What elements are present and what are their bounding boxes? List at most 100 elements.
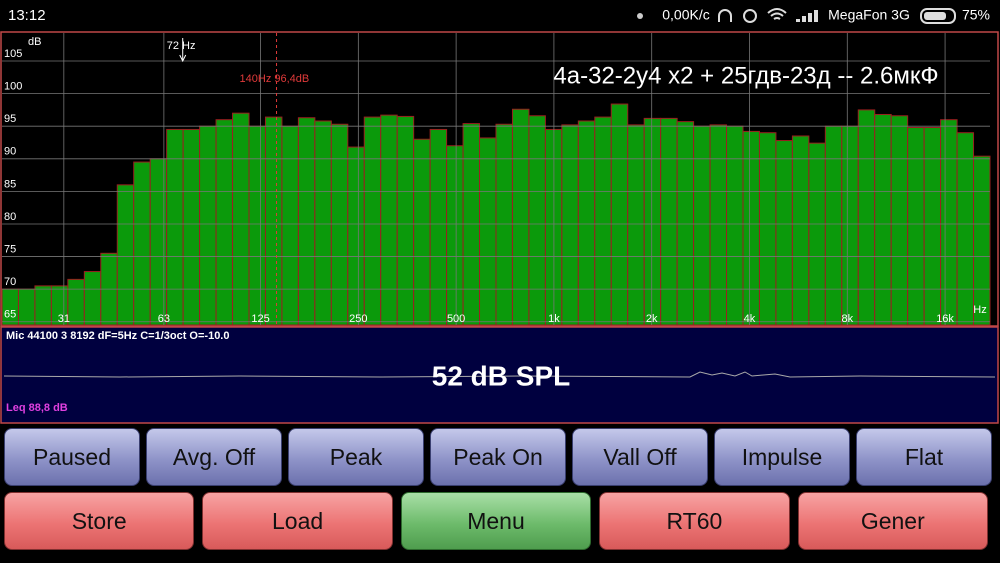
bar bbox=[232, 112, 250, 326]
info-panel bbox=[0, 326, 999, 424]
bar bbox=[479, 137, 497, 326]
battery-level bbox=[924, 12, 946, 20]
display: 13:12 0,00K/c MegaFon 3G 75% 65 70 75 80 85 9… bbox=[0, 0, 1000, 424]
bar bbox=[264, 116, 283, 326]
bar bbox=[330, 123, 349, 326]
bar bbox=[17, 288, 36, 326]
bar bbox=[594, 116, 612, 326]
x-tick-label: 125 bbox=[251, 313, 269, 325]
bar bbox=[363, 116, 382, 326]
bar bbox=[791, 135, 810, 326]
cursor-label: 140Hz 96,4dB bbox=[240, 73, 310, 85]
bar bbox=[396, 115, 415, 326]
bar bbox=[347, 146, 365, 326]
y-tick-label: 65 bbox=[4, 309, 16, 321]
bar bbox=[676, 121, 695, 326]
y-tick-label: 70 bbox=[4, 276, 16, 288]
waveform bbox=[3, 371, 996, 378]
bar bbox=[314, 120, 332, 326]
settings-text: Mic 44100 3 8192 dF=5Hz C=1/3oct O=-10.0 bbox=[6, 330, 230, 342]
headset-icon bbox=[718, 9, 732, 22]
button[interactable]: RT60 bbox=[599, 492, 790, 550]
bar bbox=[116, 184, 135, 326]
marker-arrow bbox=[179, 54, 187, 63]
bar bbox=[34, 285, 52, 326]
button[interactable]: Gener bbox=[797, 492, 988, 550]
x-tick-label: 2k bbox=[646, 313, 658, 325]
x-axis-label: Hz bbox=[973, 304, 986, 316]
bar bbox=[133, 161, 151, 326]
bar bbox=[199, 125, 217, 326]
button[interactable]: Store bbox=[4, 492, 195, 550]
bar bbox=[907, 127, 925, 326]
bar bbox=[577, 120, 596, 326]
carrier: MegaFon 3G bbox=[828, 7, 910, 23]
bar bbox=[215, 119, 234, 326]
bar bbox=[528, 115, 546, 326]
button[interactable]: Flat bbox=[856, 428, 992, 486]
y-tick-label: 80 bbox=[4, 211, 16, 223]
bar bbox=[841, 125, 859, 326]
button[interactable]: Peak On bbox=[430, 428, 566, 486]
bar bbox=[413, 138, 431, 326]
battery-percent: 75% bbox=[962, 7, 990, 23]
bar bbox=[67, 278, 85, 326]
y-tick-label: 105 bbox=[4, 48, 22, 60]
bar bbox=[973, 155, 991, 326]
alarm-icon bbox=[743, 9, 757, 23]
signal-icon bbox=[796, 10, 818, 22]
bar bbox=[511, 108, 530, 326]
bar bbox=[923, 127, 942, 326]
bar bbox=[956, 132, 975, 326]
button[interactable]: Avg. Off bbox=[146, 428, 282, 486]
bar bbox=[380, 114, 398, 326]
status-time: 13:12 bbox=[8, 7, 46, 24]
y-tick-label: 90 bbox=[4, 146, 16, 158]
x-tick-label: 31 bbox=[58, 313, 70, 325]
button[interactable]: Load bbox=[202, 492, 393, 550]
x-tick-label: 63 bbox=[158, 313, 170, 325]
button[interactable]: Menu bbox=[400, 492, 592, 550]
spl-readout: 52 dB SPL bbox=[432, 360, 570, 391]
y-tick-label: 95 bbox=[4, 113, 16, 125]
x-tick-label: 8k bbox=[841, 313, 853, 325]
bar bbox=[83, 271, 102, 326]
button[interactable]: Impulse bbox=[714, 428, 850, 486]
bar bbox=[824, 125, 843, 326]
marker-label: 72 Hz bbox=[167, 40, 196, 52]
button[interactable]: Peak bbox=[288, 428, 424, 486]
bar bbox=[775, 140, 793, 326]
y-axis-label: dB bbox=[28, 36, 41, 48]
bar bbox=[281, 125, 299, 326]
net-speed: 0,00K/c bbox=[662, 7, 709, 23]
button[interactable]: Paused bbox=[4, 428, 140, 486]
y-tick-label: 85 bbox=[4, 178, 16, 190]
chart-title: 4а-32-2у4 х2 + 25гдв-23д -- 2.6мкФ bbox=[553, 62, 938, 89]
status-bar bbox=[0, 0, 1000, 31]
bar bbox=[808, 142, 826, 326]
x-tick-label: 16k bbox=[936, 313, 954, 325]
bar bbox=[446, 145, 464, 326]
bar bbox=[726, 125, 744, 326]
bar bbox=[643, 117, 662, 326]
bar bbox=[857, 109, 876, 326]
bar bbox=[561, 124, 579, 326]
wifi-icon bbox=[767, 8, 787, 20]
bar bbox=[610, 103, 629, 326]
x-tick-label: 500 bbox=[447, 313, 465, 325]
leq-readout: Leq 88,8 dB bbox=[6, 402, 68, 414]
bar bbox=[890, 115, 909, 326]
notification-dot bbox=[637, 13, 643, 19]
bar bbox=[742, 130, 760, 326]
x-tick-label: 4k bbox=[744, 313, 756, 325]
bar bbox=[495, 123, 513, 326]
bar bbox=[627, 124, 645, 326]
bar bbox=[940, 119, 958, 326]
bar bbox=[758, 132, 777, 326]
bar bbox=[709, 124, 728, 326]
button[interactable]: Vall Off bbox=[572, 428, 708, 486]
bar bbox=[874, 113, 892, 326]
bar bbox=[297, 117, 316, 326]
x-tick-label: 1k bbox=[548, 313, 560, 325]
